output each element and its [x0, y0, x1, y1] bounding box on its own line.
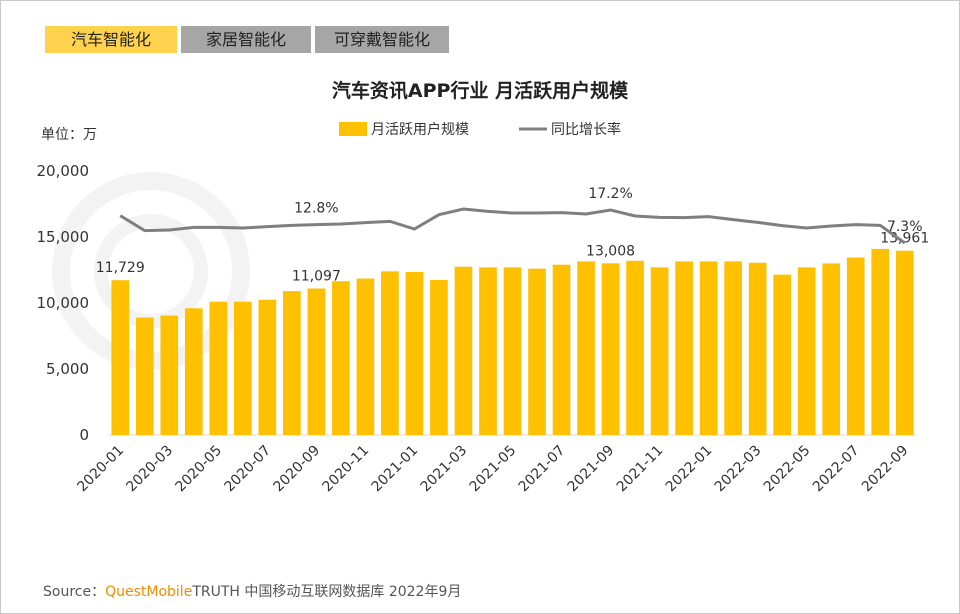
bar [773, 274, 791, 435]
bar [871, 248, 890, 435]
bar [552, 264, 571, 435]
x-tick-label: 2022-01 [663, 443, 716, 496]
bar [430, 279, 448, 435]
data-label: 17.2% [588, 186, 632, 202]
x-tick-label: 2022-07 [810, 443, 863, 496]
bar [307, 288, 326, 435]
x-tick-label: 2022-03 [712, 443, 765, 496]
bar [748, 262, 767, 435]
x-tick-label: 2021-03 [418, 443, 471, 496]
y-tick-label: 5,000 [46, 360, 89, 378]
y-tick-label: 10,000 [37, 294, 90, 312]
bar [405, 271, 424, 435]
data-label: 11,729 [96, 260, 145, 276]
bar [234, 301, 252, 435]
bar [209, 301, 228, 435]
x-tick-label: 2020-05 [172, 443, 225, 496]
chart: 汽车资讯APP行业 月活跃用户规模 单位：万 0 5,000 10,000 15,00… [37, 79, 930, 496]
bar [454, 266, 473, 435]
bar [650, 267, 669, 435]
bar [822, 263, 841, 435]
bar [577, 261, 595, 435]
bar [283, 291, 301, 435]
x-tick-label: 2021-09 [565, 443, 618, 496]
bar [601, 263, 620, 435]
bar [111, 280, 130, 435]
y-tick-label: 0 [79, 426, 89, 444]
x-tick-label: 2021-01 [369, 443, 422, 496]
source: Source：QuestMobileTRUTH 中国移动互联网数据库 2022年… [43, 581, 461, 601]
bar [160, 315, 179, 435]
bar [332, 281, 350, 435]
y-tick-label: 15,000 [37, 228, 90, 246]
data-label: 12.8% [294, 201, 338, 217]
tab[interactable]: 汽车智能化 [45, 26, 177, 53]
data-label: 7.3% [887, 219, 923, 235]
x-tick-label: 2022-05 [761, 443, 814, 496]
bar [895, 250, 914, 435]
data-label: 13,008 [586, 243, 635, 259]
bar [797, 267, 816, 435]
tab[interactable]: 家居智能化 [181, 26, 311, 53]
y-tick-label: 20,000 [37, 162, 90, 180]
source-text: TRUTH 中国移动互联网数据库 2022年9月 [192, 584, 462, 600]
bar [503, 267, 522, 435]
bar [184, 308, 203, 435]
x-tick-label: 2020-11 [320, 443, 373, 496]
x-tick-label: 2020-03 [123, 443, 176, 496]
y-label: 单位：万 [41, 127, 97, 143]
x-tick-label: 2022-09 [859, 443, 912, 496]
source-brand: QuestMobile [105, 584, 193, 600]
bar [675, 261, 693, 435]
line [119, 207, 906, 245]
bar [846, 257, 865, 435]
tab[interactable]: 可穿戴智能化 [315, 26, 449, 53]
bar [479, 267, 497, 435]
x-tick-label: 2020-07 [221, 443, 274, 496]
bar [724, 261, 742, 435]
bar [258, 299, 277, 435]
legend-label: 同比增长率 [551, 121, 621, 138]
x-tick-label: 2021-05 [467, 443, 520, 496]
source-prefix: Source： [43, 584, 106, 600]
bar [699, 261, 718, 435]
bar [356, 278, 375, 435]
chart-title: 汽车资讯APP行业 月活跃用户规模 [332, 79, 629, 102]
x-tick-label: 2020-09 [271, 443, 324, 496]
x-tick-label: 2021-07 [516, 443, 569, 496]
data-label: 11,097 [292, 269, 341, 285]
x-tick-label: 2021-11 [614, 443, 667, 496]
bar [626, 260, 644, 435]
bar [381, 271, 399, 435]
legend-swatch [339, 122, 367, 136]
bar [135, 317, 154, 435]
bar [528, 268, 546, 435]
legend-label: 月活跃用户规模 [371, 121, 469, 138]
x-tick-label: 2020-01 [74, 443, 127, 496]
